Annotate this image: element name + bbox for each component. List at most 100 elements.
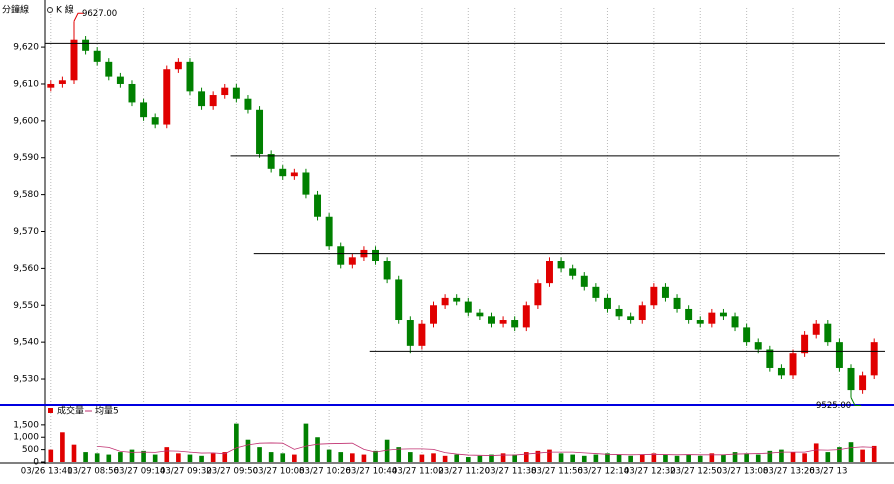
volume-bar bbox=[755, 454, 761, 462]
y-tick-label: 9,550 bbox=[13, 301, 39, 311]
candle-body bbox=[267, 154, 275, 169]
volume-bar bbox=[663, 454, 668, 462]
y-tick-label: 9,530 bbox=[13, 375, 39, 385]
candle-body bbox=[140, 102, 148, 118]
candle-body bbox=[719, 312, 727, 317]
volume-bar bbox=[303, 423, 309, 462]
candle-body bbox=[847, 367, 855, 391]
mode-icon[interactable] bbox=[47, 7, 53, 13]
candle-body bbox=[151, 117, 159, 125]
candle-body bbox=[708, 312, 716, 324]
x-tick-label: 03/27 12:50 bbox=[670, 467, 722, 477]
volume-bar bbox=[280, 453, 286, 462]
annotation-leader bbox=[850, 397, 862, 406]
annotation: 9627.00 bbox=[82, 9, 117, 19]
header-mode[interactable]: K 線 bbox=[56, 4, 74, 16]
candle-body bbox=[824, 323, 832, 343]
candle-body bbox=[766, 349, 774, 368]
candle-body bbox=[650, 286, 658, 306]
candle-body bbox=[221, 87, 229, 96]
x-tick-label: 03/27 13 bbox=[809, 467, 847, 477]
x-tick-label: 03/27 12:32 bbox=[624, 467, 676, 477]
candle-body bbox=[232, 87, 240, 99]
candle-body bbox=[418, 323, 426, 346]
candle-body bbox=[348, 257, 356, 265]
volume-bar bbox=[686, 454, 691, 462]
x-tick-label: 03/27 09:50 bbox=[206, 467, 258, 477]
x-tick-label: 03/27 11:38 bbox=[485, 467, 537, 477]
volume-bar bbox=[106, 454, 112, 462]
volume-bar bbox=[651, 453, 657, 462]
volume-bar bbox=[639, 454, 645, 462]
candle-body bbox=[186, 61, 194, 92]
candle-body bbox=[198, 91, 206, 107]
volume-bar bbox=[292, 454, 297, 462]
volume-bar bbox=[767, 450, 773, 462]
y-tick-label: 9,600 bbox=[13, 116, 39, 126]
candle-body bbox=[488, 316, 495, 324]
volume-bar bbox=[802, 453, 807, 462]
y-tick-label: 9,620 bbox=[13, 43, 39, 53]
candle-body bbox=[546, 261, 553, 284]
volume-bar bbox=[593, 454, 599, 462]
volume-bar bbox=[222, 452, 228, 462]
volume-bar bbox=[338, 452, 344, 462]
candle-body bbox=[453, 297, 461, 302]
candle-body bbox=[395, 279, 403, 321]
volume-bar bbox=[500, 453, 506, 462]
legend-swatch bbox=[48, 408, 53, 413]
volume-bar bbox=[697, 455, 703, 462]
volume-bar bbox=[848, 442, 854, 462]
candle-body bbox=[302, 172, 310, 195]
candle-body bbox=[754, 342, 762, 350]
candle-body bbox=[476, 312, 484, 317]
volume-bar bbox=[94, 453, 100, 462]
candle-body bbox=[47, 83, 55, 88]
volume-bar bbox=[118, 452, 123, 462]
legend-label: 均量5 bbox=[95, 405, 119, 417]
y-tick-label: 9,540 bbox=[13, 338, 39, 348]
volume-bar bbox=[442, 455, 448, 462]
volume-bar bbox=[384, 439, 390, 462]
candle-body bbox=[128, 83, 136, 103]
volume-bar bbox=[326, 449, 332, 462]
candle-body bbox=[859, 375, 867, 391]
volume-bar bbox=[350, 453, 355, 462]
volume-bar bbox=[48, 449, 54, 462]
volume-bar bbox=[616, 454, 622, 462]
volume-bar bbox=[674, 455, 680, 462]
volume-bar bbox=[187, 454, 193, 462]
candle-body bbox=[777, 367, 785, 376]
annotation: 9525.00 bbox=[816, 401, 851, 411]
ma-line bbox=[97, 442, 875, 456]
candle-body bbox=[70, 39, 78, 81]
candle-body bbox=[569, 268, 577, 276]
x-tick-label: 03/27 12:14 bbox=[577, 467, 629, 477]
candle-body bbox=[290, 172, 298, 177]
x-tick-label: 03/27 11:20 bbox=[438, 467, 490, 477]
volume-bar bbox=[709, 453, 715, 462]
volume-bar bbox=[234, 423, 239, 462]
candle-body bbox=[163, 69, 171, 125]
x-tick-label: 03/27 11:02 bbox=[392, 467, 444, 477]
candle-body bbox=[557, 261, 565, 269]
candle-body bbox=[337, 246, 345, 265]
volume-bar bbox=[744, 453, 749, 462]
volume-bar bbox=[489, 454, 494, 462]
candle-body bbox=[174, 61, 182, 70]
candle-body bbox=[580, 275, 588, 287]
volume-bar bbox=[581, 455, 587, 462]
volume-bar bbox=[523, 452, 529, 462]
volume-bar bbox=[152, 454, 158, 462]
y-tick-label: 9,560 bbox=[13, 264, 39, 274]
y-tick-label: 9,610 bbox=[13, 79, 39, 89]
volume-bar bbox=[83, 452, 88, 462]
candle-body bbox=[603, 297, 611, 309]
candle-body bbox=[870, 342, 878, 376]
legend-label: 成交量 bbox=[57, 405, 84, 417]
y-tick-label: 500 bbox=[22, 445, 39, 455]
candle-body bbox=[279, 168, 287, 177]
candle-body bbox=[812, 323, 820, 335]
